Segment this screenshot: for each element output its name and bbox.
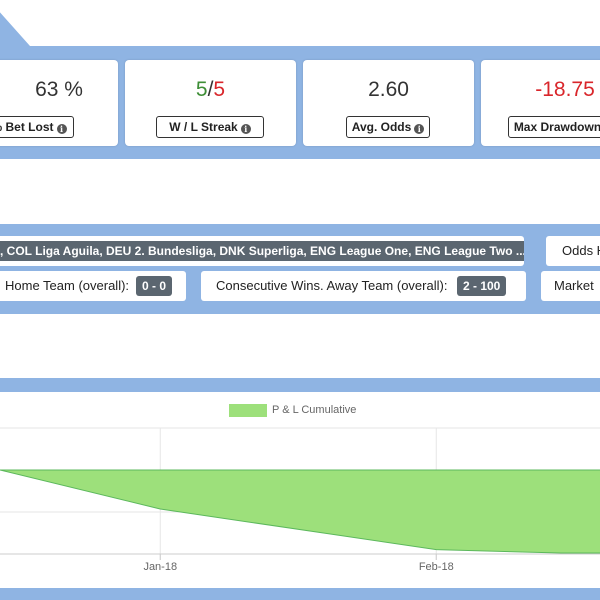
- home-team-filter[interactable]: Home Team (overall): 0 - 0: [0, 271, 186, 301]
- odds-filter[interactable]: Odds H: [546, 236, 600, 266]
- market-filter-label: Market: [554, 278, 594, 293]
- odds-filter-label: Odds H: [562, 243, 600, 258]
- bet-lost-value: 63 %: [35, 78, 83, 101]
- series-line: [0, 469, 600, 554]
- stat-card-wl-streak: 5/5 W / L Streak i: [125, 60, 296, 146]
- max-drawdown-value: -18.75: [535, 78, 595, 101]
- info-circle-icon: i: [56, 124, 67, 134]
- x-tick-label: Jan-18: [143, 561, 177, 573]
- bottom-band: [0, 588, 600, 600]
- market-filter[interactable]: Market: [541, 271, 600, 301]
- home-team-filter-label: Home Team (overall):: [5, 278, 130, 293]
- away-team-filter-label: Consecutive Wins. Away Team (overall):: [216, 278, 448, 293]
- header-tab-corner: [0, 0, 30, 46]
- info-circle-icon: i: [414, 124, 425, 134]
- legend-label: P & L Cumulative: [272, 404, 357, 416]
- chart-area: [0, 469, 600, 554]
- wl-streak-value: 5/5: [125, 78, 296, 102]
- avg-odds-value: 2.60: [368, 78, 409, 101]
- stat-card-max-drawdown: -18.75 Max Drawdowni: [481, 60, 600, 146]
- home-team-value-pill: 0 - 0: [136, 276, 173, 296]
- info-circle-icon: i: [240, 124, 251, 134]
- win-streak-value: 5: [195, 78, 208, 101]
- leagues-pill: , COL Liga Aguila, DEU 2. Bundesliga, DN…: [0, 241, 524, 261]
- pl-cumulative-chart: Jan-18 Feb-18: [0, 427, 600, 573]
- away-team-value-pill: 2 - 100: [457, 276, 507, 296]
- max-drawdown-label[interactable]: Max Drawdowni: [508, 116, 600, 138]
- area-fill: [0, 470, 600, 553]
- wl-streak-label[interactable]: W / L Streak i: [156, 116, 264, 138]
- chart-x-axis: Jan-18 Feb-18: [0, 553, 600, 573]
- chart-band: [0, 378, 600, 392]
- x-tick-label: Feb-18: [419, 561, 454, 573]
- loss-streak-value: 5: [213, 78, 226, 101]
- legend-swatch[interactable]: [229, 404, 267, 417]
- avg-odds-label[interactable]: Avg. Odds i: [346, 116, 430, 138]
- leagues-filter[interactable]: , COL Liga Aguila, DEU 2. Bundesliga, DN…: [0, 236, 524, 266]
- stat-card-avg-odds: 2.60 Avg. Odds i: [303, 60, 474, 146]
- streak-separator: /: [207, 78, 214, 101]
- away-team-filter[interactable]: Consecutive Wins. Away Team (overall): 2…: [201, 271, 526, 301]
